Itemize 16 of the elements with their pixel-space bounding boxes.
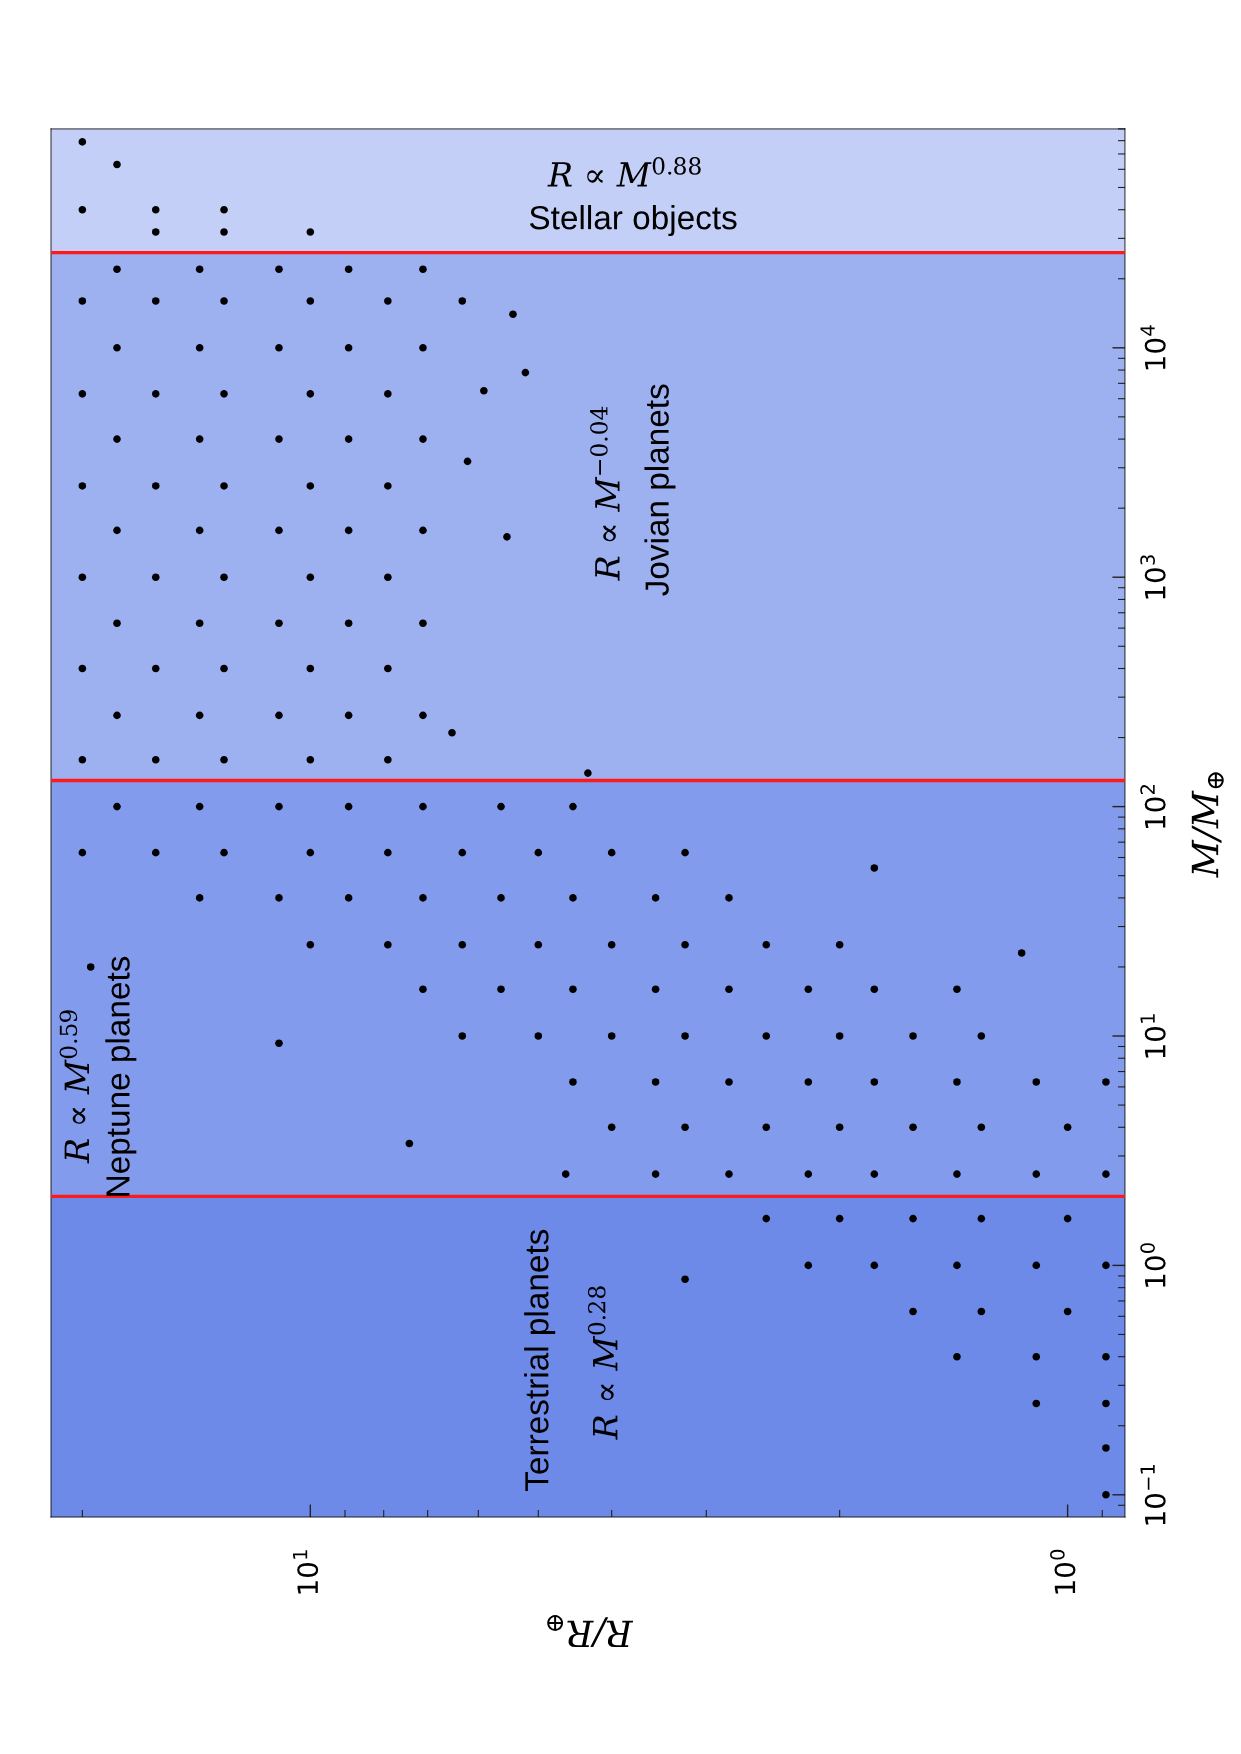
annotation: R ∝ M$^{0.88}$	[547, 157, 701, 187]
y-tick-label: 10$^{3}$	[1140, 555, 1166, 599]
y-tick-label: 10$^{2}$	[1140, 785, 1166, 829]
y-axis-title: M/M$_{⊕}$	[1191, 772, 1224, 878]
x-axis-title: R/R$_{⊕}$	[547, 1615, 634, 1648]
band-label: Stellar objects	[529, 205, 737, 237]
band-label: Terrestrial planets	[524, 1229, 556, 1491]
y-tick-label: 10$^{−1}$	[1140, 1464, 1166, 1525]
y-tick-label: 10$^{4}$	[1140, 325, 1166, 370]
annotation: R ∝ M$^{0.28}$	[587, 1286, 618, 1440]
y-tick-label: 10$^{1}$	[1140, 1014, 1166, 1058]
band-label: Neptune planets	[105, 956, 137, 1196]
y-tick-label: 10$^{0}$	[1140, 1243, 1166, 1287]
annotation: R ∝ M$^{0.59}$	[59, 1010, 89, 1164]
annotation: R ∝ M$^{−0.04}$	[590, 406, 620, 581]
band-label: Jovian planets	[644, 384, 676, 596]
